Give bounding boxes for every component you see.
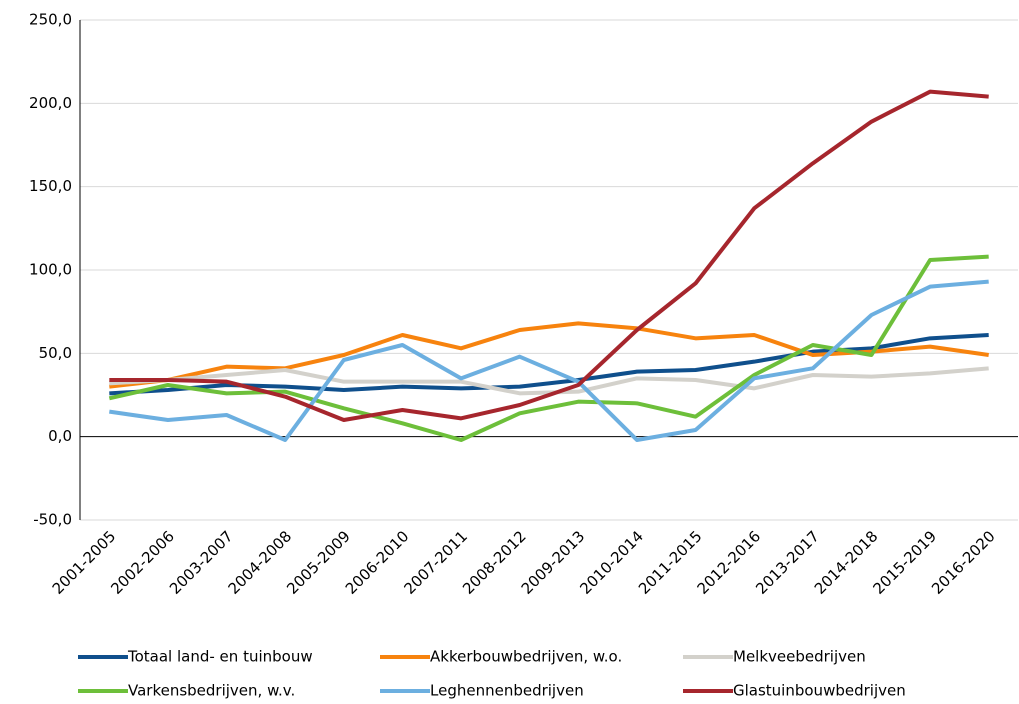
series-line xyxy=(109,279,989,442)
series-line xyxy=(108,254,989,442)
legend-label: Totaal land- en tuinbouw xyxy=(127,648,313,666)
legend-label: Leghennenbedrijven xyxy=(430,682,584,700)
y-tick-label: 50,0 xyxy=(39,344,72,362)
series-line xyxy=(109,366,989,396)
legend-label: Akkerbouwbedrijven, w.o. xyxy=(430,648,622,666)
y-tick-label: 250,0 xyxy=(29,11,72,29)
y-tick-label: 0,0 xyxy=(48,427,72,445)
series-line xyxy=(109,89,989,422)
x-tick-label: 2016-2020 xyxy=(928,527,999,598)
legend-label: Varkensbedrijven, w.v. xyxy=(128,682,295,700)
legend-label: Melkveebedrijven xyxy=(733,648,866,666)
y-tick-label: -50,0 xyxy=(33,511,72,529)
y-tick-label: 200,0 xyxy=(29,94,72,112)
y-tick-label: 150,0 xyxy=(29,177,72,195)
y-tick-label: 100,0 xyxy=(29,261,72,279)
legend-label: Glastuinbouwbedrijven xyxy=(733,682,906,700)
series-line xyxy=(109,321,989,389)
